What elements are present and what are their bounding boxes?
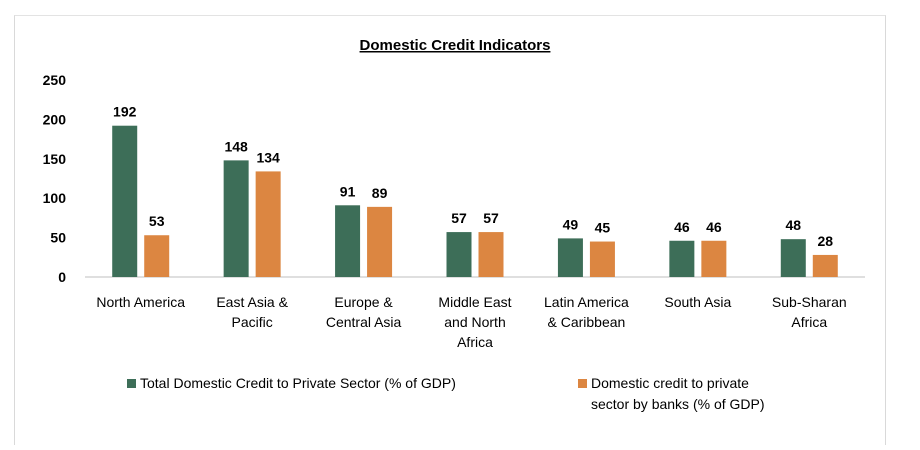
data-label: 57: [451, 210, 467, 226]
data-label: 53: [149, 213, 165, 229]
x-category-label: Sub-Sharan Africa: [772, 294, 847, 330]
bar-total-credit: [446, 232, 472, 277]
bar-total-credit: [780, 239, 806, 277]
bar-total-credit: [335, 205, 361, 277]
data-label: 49: [563, 216, 579, 232]
legend-swatch: [578, 379, 587, 388]
bar-total-credit: [669, 240, 695, 277]
bar-total-credit: [112, 125, 138, 277]
x-category-label: North America: [96, 294, 185, 310]
bar-bank-credit: [812, 254, 838, 277]
y-tick-label: 100: [43, 190, 67, 206]
chart-title: Domestic Credit Indicators: [360, 37, 551, 54]
y-tick-label: 150: [43, 151, 67, 167]
y-tick-label: 50: [50, 230, 66, 246]
bar-bank-credit: [589, 241, 615, 277]
bar-bank-credit: [701, 240, 727, 277]
x-category-label: Latin America & Caribbean: [544, 294, 629, 330]
bar-bank-credit: [367, 206, 393, 277]
bar-bank-credit: [478, 232, 504, 277]
data-label: 57: [483, 210, 499, 226]
bar-total-credit: [223, 160, 249, 277]
data-label: 134: [256, 149, 280, 165]
data-label: 46: [706, 219, 722, 235]
y-tick-label: 0: [58, 269, 66, 285]
y-tick-label: 250: [43, 72, 67, 88]
x-category-label: East Asia & Pacific: [216, 294, 288, 330]
bar-total-credit: [557, 238, 583, 277]
data-label: 45: [595, 220, 611, 236]
x-category-label: Europe & Central Asia: [326, 294, 402, 330]
legend-swatch: [127, 379, 136, 388]
y-tick-label: 200: [43, 111, 67, 127]
legend-label: Total Domestic Credit to Private Sector …: [140, 375, 456, 391]
data-label: 192: [113, 104, 137, 120]
data-label: 48: [785, 217, 801, 233]
bar-bank-credit: [255, 171, 281, 277]
bar-bank-credit: [144, 235, 170, 277]
data-label: 46: [674, 219, 690, 235]
data-label: 28: [817, 233, 833, 249]
chart-frame: [14, 15, 886, 445]
data-label: 91: [340, 183, 356, 199]
data-label: 89: [372, 185, 388, 201]
x-category-label: South Asia: [664, 294, 731, 310]
legend-label: Domestic credit to private sector by bank…: [591, 375, 765, 412]
data-label: 148: [224, 138, 248, 154]
x-category-label: Middle East and North Africa: [438, 294, 511, 350]
